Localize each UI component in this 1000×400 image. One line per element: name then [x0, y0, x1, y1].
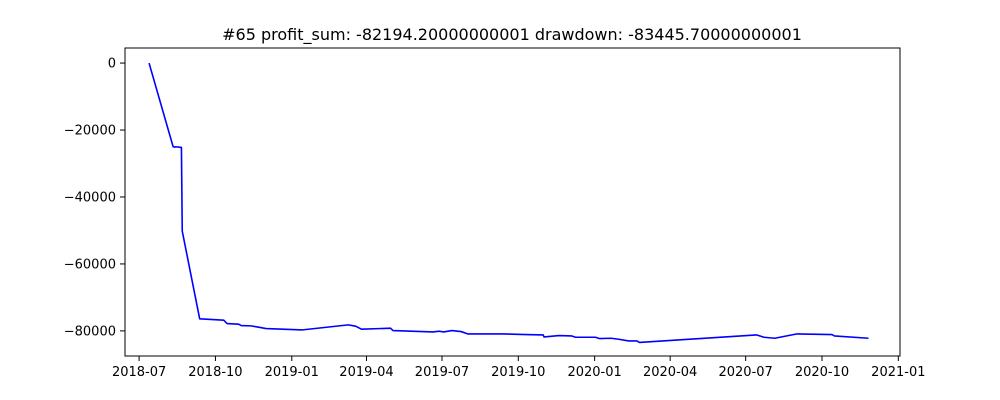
chart-title: #65 profit_sum: -82194.20000000001 drawd… [222, 25, 802, 45]
x-tick-label: 2021-01 [871, 365, 925, 380]
x-tick-label: 2020-04 [643, 365, 697, 380]
plot-frame [125, 48, 900, 356]
y-axis: 0 −20000 −40000 −60000 −80000 [64, 57, 125, 340]
x-tick-label: 2020-10 [795, 365, 849, 380]
x-tick-label: 2019-07 [415, 365, 469, 380]
x-tick-label: 2019-01 [265, 365, 319, 380]
x-tick-label: 2019-04 [339, 365, 393, 380]
x-tick-label: 2018-07 [112, 365, 166, 380]
plot-area [149, 63, 868, 342]
x-tick-label: 2019-10 [491, 365, 545, 380]
x-tick-label: 2020-01 [567, 365, 621, 380]
y-tick-label: 0 [108, 57, 116, 72]
x-axis: 2018-07 2018-10 2019-01 2019-04 2019-07 2019-… [112, 356, 926, 380]
x-tick-label: 2020-07 [718, 365, 772, 380]
series-line-0 [149, 63, 868, 342]
y-tick-label: −60000 [64, 257, 116, 272]
y-tick-label: −80000 [64, 324, 116, 339]
x-tick-label: 2018-10 [188, 365, 242, 380]
y-tick-label: −40000 [64, 190, 116, 205]
y-tick-label: −20000 [64, 124, 116, 139]
